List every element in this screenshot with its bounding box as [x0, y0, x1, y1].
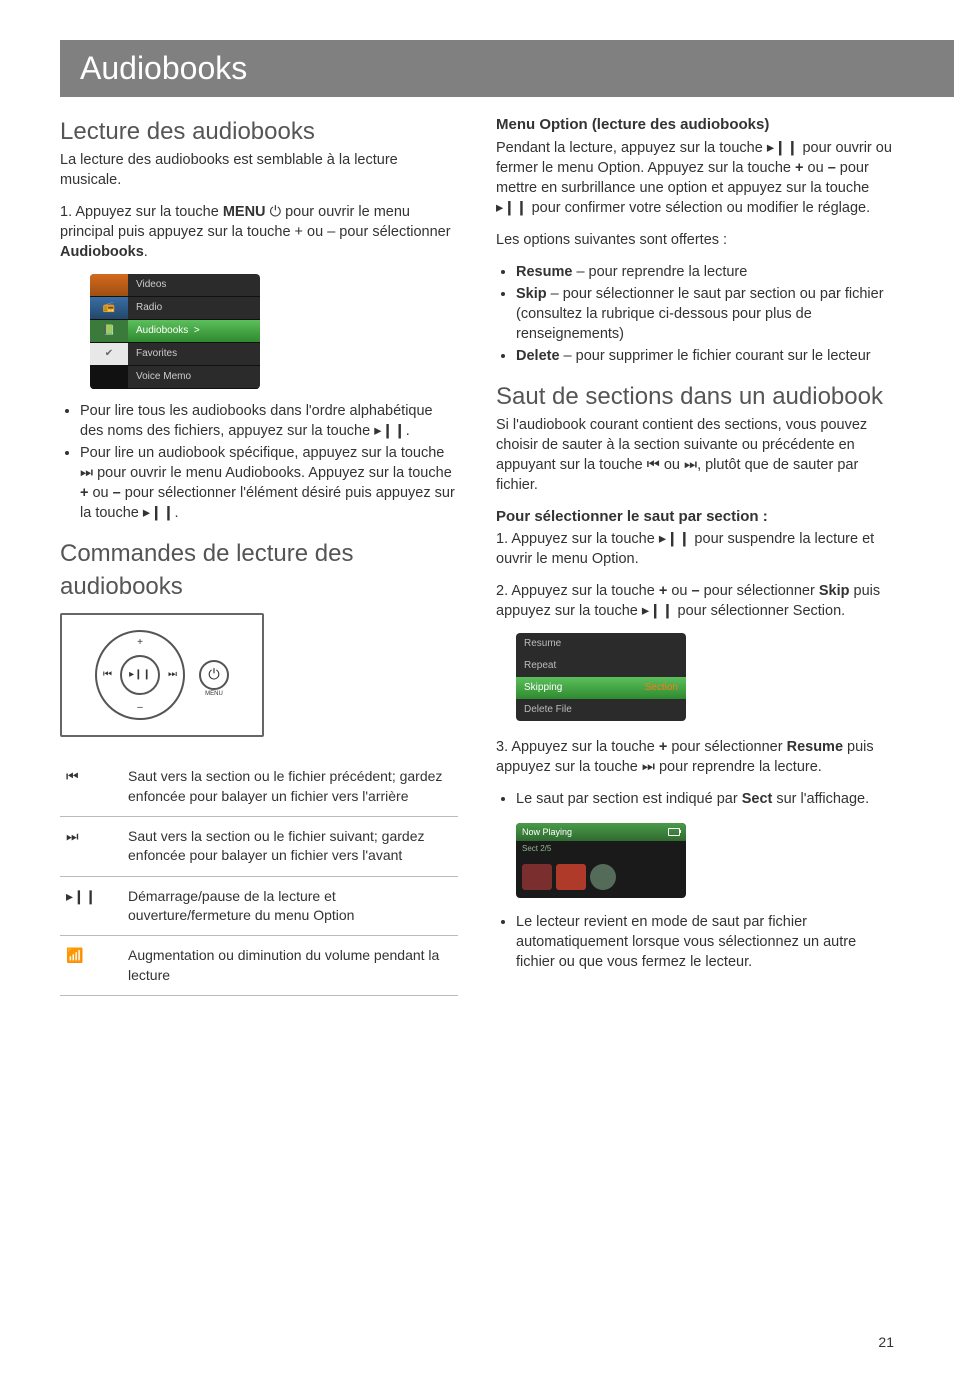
thumb-voicememo [90, 366, 128, 389]
heading-menu-option: Menu Option (lecture des audiobooks) [496, 115, 894, 136]
power-menu-button: ⏻ [199, 660, 229, 690]
table-row: 📶 Augmentation ou diminution du volume p… [60, 936, 458, 996]
list-item: Le saut par section est indiqué par Sect… [516, 789, 894, 809]
play-pause-icon: ▸❙❙ [642, 603, 674, 619]
option-menu-screenshot: Resume Repeat Skipping Section Delete Fi… [516, 633, 686, 720]
wheel-prev-icon: ⏮ [103, 668, 112, 682]
page-number: 21 [878, 1334, 894, 1350]
album-art [556, 864, 586, 890]
menu-item: Voice Memo [128, 366, 260, 389]
list-item: Resume – pour reprendre la lecture [516, 262, 894, 282]
step-1: 1. Appuyez sur la touche MENU ⏻ pour ouv… [60, 202, 458, 262]
menu-screenshot: 📻 📗 ✔ Videos Radio Audiobooks > Favorite… [90, 274, 260, 389]
thumb-radio: 📻 [90, 297, 128, 320]
menu-item: Radio [128, 297, 260, 320]
heading-pour-select: Pour sélectionner le saut par section : [496, 507, 894, 528]
heading-lecture: Lecture des audiobooks [60, 115, 458, 148]
option-row-selected: Skipping Section [516, 677, 686, 699]
control-desc: Augmentation ou diminution du volume pen… [122, 936, 458, 996]
control-desc: Saut vers la section ou le fichier suiva… [122, 816, 458, 876]
page-title: Audiobooks [80, 50, 247, 86]
thumb-videos [90, 274, 128, 297]
options-list: Resume – pour reprendre la lecture Skip … [496, 262, 894, 366]
now-playing-header: Now Playing [516, 823, 686, 841]
step-3-right: 3. Appuyez sur la touche + pour sélectio… [496, 737, 894, 777]
menu-item: Favorites [128, 343, 260, 366]
para-saut: Si l'audiobook courant contient des sect… [496, 415, 894, 495]
heading-saut: Saut de sections dans un audiobook [496, 380, 894, 413]
list-item: Le lecteur revient en mode de saut par f… [516, 912, 894, 972]
control-wheel-diagram: + – ⏮ ⏭ ▸❙❙ ⏻ [60, 613, 264, 737]
wheel-center: ▸❙❙ [120, 655, 160, 695]
step-1-right: 1. Appuyez sur la touche ▸❙❙ pour suspen… [496, 529, 894, 569]
play-pause-icon: ▸❙❙ [767, 140, 799, 156]
control-desc: Saut vers la section ou le fichier précé… [122, 757, 458, 816]
volume-icon: 📶 [60, 936, 122, 996]
option-row: Resume [516, 633, 686, 655]
menu-item-list: Videos Radio Audiobooks > Favorites Voic… [128, 274, 260, 389]
control-desc: Démarrage/pause de la lecture et ouvertu… [122, 876, 458, 936]
prev-icon: ⏮ [60, 757, 122, 816]
play-pause-icon: ▸❙❙ [659, 531, 691, 547]
table-row: ⏮ Saut vers la section ou le fichier pré… [60, 757, 458, 816]
option-row: Delete File [516, 699, 686, 721]
step-2-right: 2. Appuyez sur la touche + ou – pour sél… [496, 581, 894, 621]
play-pause-icon: ▸❙❙ [496, 200, 528, 216]
now-playing-art [516, 856, 686, 898]
heading-commandes: Commandes de lecture des audiobooks [60, 537, 458, 603]
menu-item-selected: Audiobooks > [128, 320, 260, 343]
power-icon: ⏻ [270, 204, 281, 220]
wheel-outer: + – ⏮ ⏭ ▸❙❙ [95, 630, 185, 720]
wheel-minus: – [137, 701, 143, 715]
bullet-list-play: Pour lire tous les audiobooks dans l'ord… [60, 401, 458, 523]
list-item: Pour lire tous les audiobooks dans l'ord… [80, 401, 458, 441]
table-row: ⏭ Saut vers la section ou le fichier sui… [60, 816, 458, 876]
now-playing-section: Sect 2/5 [516, 841, 686, 856]
final-note-list: Le lecteur revient en mode de saut par f… [496, 912, 894, 972]
thumb-favorites: ✔ [90, 343, 128, 366]
next-icon: ⏭ [80, 465, 93, 481]
play-pause-icon: ▸❙❙ [143, 505, 175, 521]
option-row: Repeat [516, 655, 686, 677]
play-pause-icon: ▸❙❙ [374, 423, 406, 439]
thumb-audiobooks: 📗 [90, 320, 128, 343]
page-title-bar: Audiobooks [0, 40, 954, 97]
play-pause-icon: ▸❙❙ [60, 876, 122, 936]
para-lecture: La lecture des audiobooks est semblable … [60, 150, 458, 190]
next-icon: ⏭ [684, 457, 697, 473]
now-playing-screenshot: Now Playing Sect 2/5 [516, 823, 686, 898]
next-icon: ⏭ [60, 816, 122, 876]
power-icon: ⏻ [208, 665, 219, 685]
left-column: Lecture des audiobooks La lecture des au… [60, 115, 458, 996]
wheel-next-icon: ⏭ [168, 668, 177, 682]
right-column: Menu Option (lecture des audiobooks) Pen… [496, 115, 894, 996]
list-item: Skip – pour sélectionner le saut par sec… [516, 284, 894, 344]
album-art [522, 864, 552, 890]
sect-note-list: Le saut par section est indiqué par Sect… [496, 789, 894, 809]
list-item: Pour lire un audiobook spécifique, appuy… [80, 443, 458, 523]
list-item: Delete – pour supprimer le fichier coura… [516, 346, 894, 366]
wheel-plus: + [137, 636, 143, 650]
para-menu-option: Pendant la lecture, appuyez sur la touch… [496, 138, 894, 218]
battery-icon [668, 828, 680, 836]
next-icon: ⏭ [642, 759, 655, 775]
table-row: ▸❙❙ Démarrage/pause de la lecture et ouv… [60, 876, 458, 936]
play-pause-icon: ▸❙❙ [129, 668, 151, 682]
prev-icon: ⏮ [647, 457, 660, 473]
para-options-intro: Les options suivantes sont offertes : [496, 230, 894, 250]
menu-thumbnails: 📻 📗 ✔ [90, 274, 128, 389]
controls-table: ⏮ Saut vers la section ou le fichier pré… [60, 757, 458, 996]
album-art [590, 864, 616, 890]
menu-item: Videos [128, 274, 260, 297]
